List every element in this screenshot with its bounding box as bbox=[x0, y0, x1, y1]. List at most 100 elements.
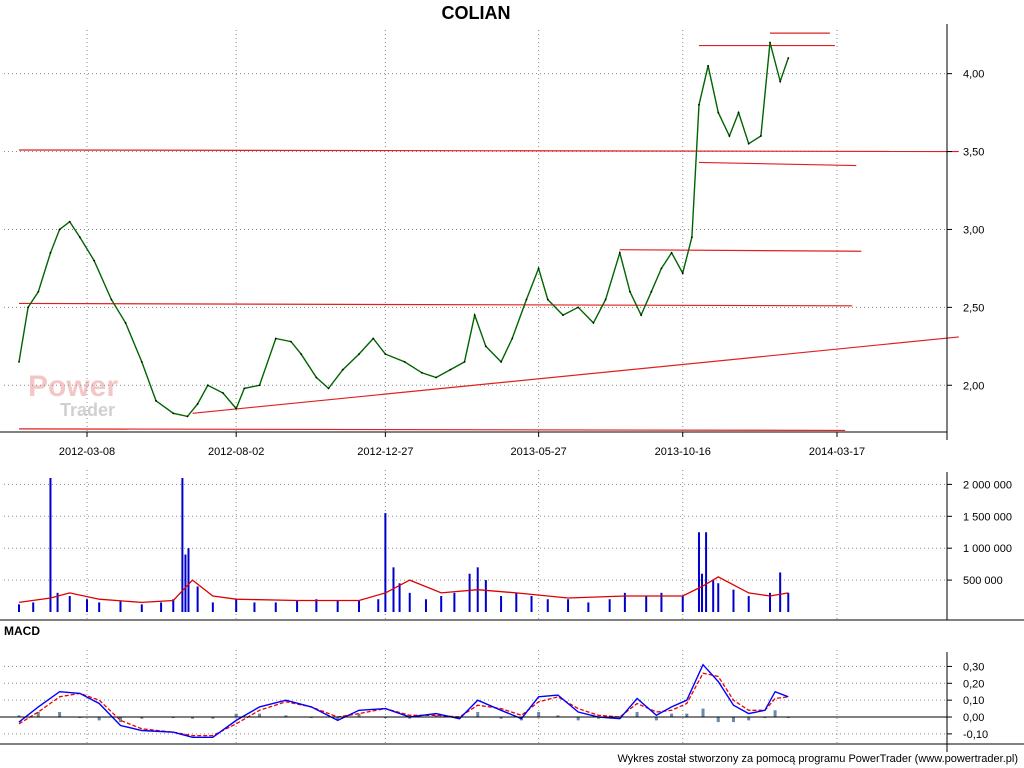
volume-bar bbox=[530, 596, 533, 612]
macd-tick-label: 0,20 bbox=[963, 678, 984, 690]
trend-line bbox=[19, 302, 853, 307]
volume-bar bbox=[468, 573, 471, 612]
volume-bar bbox=[546, 599, 549, 612]
macd-histogram-bar bbox=[336, 717, 340, 721]
volume-bar bbox=[697, 532, 700, 612]
price-point bbox=[372, 337, 375, 340]
volume-bar bbox=[377, 599, 380, 612]
price-point bbox=[290, 340, 292, 343]
price-point bbox=[206, 384, 209, 387]
price-point bbox=[473, 314, 476, 317]
volume-bar bbox=[747, 596, 750, 612]
macd-tick-label: 0,00 bbox=[963, 712, 984, 724]
volume-bar bbox=[424, 599, 427, 612]
macd-histogram-bar bbox=[701, 708, 705, 718]
price-point bbox=[728, 135, 731, 137]
volume-bar bbox=[32, 602, 35, 612]
volume-bar bbox=[717, 583, 720, 612]
volume-tick-label: 1 500 000 bbox=[963, 511, 1012, 523]
volume-bar bbox=[68, 596, 71, 612]
price-tick-label: 4,00 bbox=[963, 69, 984, 81]
volume-bar bbox=[705, 532, 708, 612]
volume-bar bbox=[701, 573, 704, 612]
macd-histogram-bar bbox=[36, 711, 40, 718]
price-point bbox=[384, 353, 387, 355]
volume-bar bbox=[408, 592, 411, 612]
price-point bbox=[525, 298, 528, 301]
macd-histogram-bar bbox=[670, 713, 674, 718]
volume-bar bbox=[392, 567, 395, 612]
price-point bbox=[49, 251, 52, 254]
price-point bbox=[592, 322, 595, 324]
volume-tick-label: 2 000 000 bbox=[963, 479, 1012, 491]
price-point bbox=[759, 135, 762, 137]
macd-histogram-bar bbox=[140, 717, 144, 719]
svg-text:Trader: Trader bbox=[60, 400, 115, 420]
price-series bbox=[18, 41, 790, 418]
volume-bar bbox=[484, 580, 487, 612]
price-point bbox=[670, 251, 673, 254]
macd-histogram-bar bbox=[597, 717, 601, 719]
volume-bar bbox=[336, 600, 339, 612]
date-tick-label: 2012-03-08 bbox=[59, 446, 115, 458]
price-point bbox=[58, 228, 61, 231]
price-point bbox=[747, 142, 750, 145]
volume-bar bbox=[500, 596, 503, 612]
price-point bbox=[403, 360, 406, 363]
price-point bbox=[186, 415, 189, 418]
price-point bbox=[717, 111, 720, 114]
price-point bbox=[618, 251, 621, 254]
volume-bar bbox=[296, 600, 299, 612]
price-point bbox=[27, 306, 30, 309]
price-point bbox=[172, 412, 175, 415]
price-point bbox=[235, 407, 238, 410]
volume-bar bbox=[712, 580, 715, 612]
trend-line bbox=[192, 336, 959, 414]
price-point bbox=[537, 267, 540, 270]
price-point bbox=[124, 322, 127, 324]
price-point bbox=[155, 399, 157, 402]
volume-average-line bbox=[18, 576, 789, 604]
macd-histogram-bar bbox=[211, 717, 215, 719]
macd-histogram-bar bbox=[434, 715, 438, 718]
price-point bbox=[300, 353, 303, 355]
macd-histogram-bar bbox=[556, 715, 560, 718]
price-point bbox=[769, 41, 771, 44]
price-point bbox=[222, 392, 224, 394]
price-point bbox=[650, 290, 653, 293]
footer-credit: Wykres został stworzony za pomocą progra… bbox=[617, 753, 1018, 765]
volume-bar bbox=[440, 596, 443, 612]
price-point bbox=[779, 80, 782, 83]
chart-title: COLIAN bbox=[442, 3, 511, 23]
trend-line bbox=[619, 249, 862, 252]
price-point bbox=[546, 298, 549, 301]
date-tick-label: 2012-12-27 bbox=[357, 446, 413, 458]
macd-histogram-bar bbox=[284, 715, 288, 718]
grid bbox=[4, 30, 947, 744]
date-tick-label: 2013-05-27 bbox=[510, 446, 566, 458]
volume-bar bbox=[235, 599, 238, 612]
volume-bar bbox=[645, 596, 648, 612]
price-point bbox=[68, 220, 71, 223]
macd-histogram-bar bbox=[716, 717, 720, 723]
volume-bar bbox=[384, 513, 387, 612]
price-point bbox=[484, 345, 487, 348]
macd-histogram-bar bbox=[747, 717, 751, 721]
macd-signal-line bbox=[18, 672, 789, 737]
volume-bar bbox=[211, 602, 214, 612]
price-point bbox=[604, 298, 607, 301]
macd-histogram-bar bbox=[408, 717, 412, 719]
volume-bar bbox=[98, 602, 101, 612]
trend-line bbox=[698, 161, 857, 167]
price-tick-label: 3,50 bbox=[963, 147, 984, 159]
price-point bbox=[110, 298, 113, 301]
volume-bar bbox=[453, 592, 456, 612]
price-point bbox=[18, 360, 20, 363]
volume-bar bbox=[140, 604, 143, 612]
powertrader-watermark: Power Trader bbox=[28, 370, 118, 420]
volume-bar bbox=[187, 548, 190, 612]
volume-series bbox=[18, 478, 790, 612]
macd-histogram-bar bbox=[654, 717, 658, 721]
volume-bar bbox=[181, 478, 184, 612]
macd-tick-label: 0,10 bbox=[963, 695, 984, 707]
